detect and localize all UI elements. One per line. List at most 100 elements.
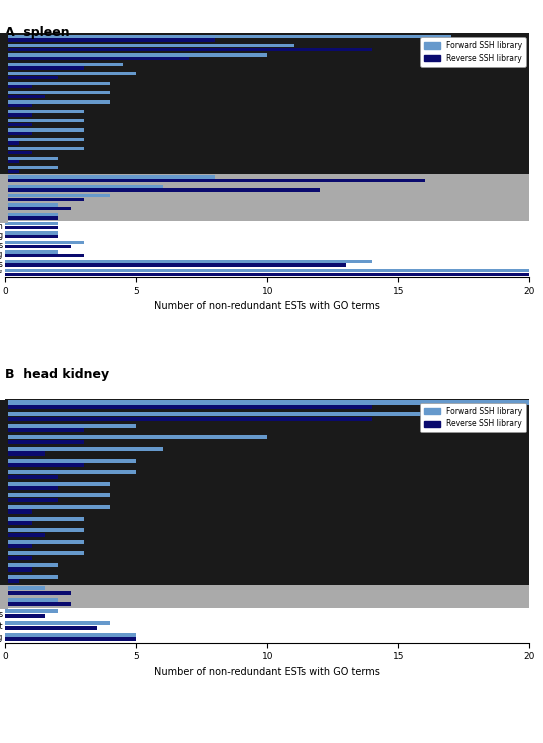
Bar: [5, 603, 71, 606]
Bar: [5, 504, 529, 515]
Bar: [5, 447, 163, 451]
Bar: [5, 129, 84, 132]
Text: B  head kidney: B head kidney: [5, 368, 110, 380]
Bar: [5, 66, 84, 70]
Bar: [5, 104, 31, 107]
Bar: [5, 498, 58, 502]
Bar: [5, 232, 58, 235]
Bar: [5, 259, 372, 263]
Bar: [5, 44, 294, 48]
Bar: [5, 585, 529, 597]
Bar: [5, 132, 31, 135]
Bar: [5, 35, 451, 38]
Bar: [5, 637, 136, 641]
Bar: [5, 515, 529, 527]
Bar: [5, 230, 529, 240]
Bar: [5, 166, 58, 169]
Bar: [5, 545, 31, 548]
Text: ESTs more abundant
in the  forward library⁴: ESTs more abundant in the forward librar…: [14, 673, 113, 693]
Bar: [5, 528, 84, 532]
Bar: [5, 505, 110, 509]
Bar: [5, 174, 529, 184]
Bar: [5, 90, 529, 99]
Bar: [5, 198, 84, 201]
Bar: [5, 192, 529, 202]
Bar: [5, 452, 45, 455]
Bar: [5, 458, 136, 463]
Bar: [5, 598, 58, 602]
Bar: [5, 586, 45, 590]
Bar: [5, 469, 529, 480]
Bar: [5, 259, 529, 267]
Bar: [5, 273, 529, 276]
Bar: [5, 563, 58, 567]
Bar: [5, 53, 268, 56]
Bar: [5, 108, 529, 118]
Bar: [5, 573, 529, 585]
Bar: [5, 212, 58, 216]
Bar: [5, 263, 346, 267]
Bar: [5, 411, 529, 422]
Bar: [5, 527, 529, 538]
Bar: [5, 204, 58, 207]
Bar: [5, 169, 18, 173]
Bar: [5, 62, 123, 66]
Bar: [5, 405, 372, 409]
Bar: [5, 222, 58, 225]
Bar: [5, 221, 529, 230]
Bar: [5, 538, 529, 550]
Bar: [5, 137, 529, 146]
Bar: [5, 207, 71, 210]
Bar: [5, 579, 18, 583]
Bar: [5, 475, 58, 478]
Bar: [5, 94, 45, 98]
Bar: [5, 412, 477, 416]
Bar: [5, 562, 529, 573]
Bar: [5, 267, 529, 277]
Bar: [5, 550, 529, 562]
Bar: [5, 510, 31, 513]
Bar: [5, 631, 529, 643]
Bar: [5, 127, 529, 137]
Bar: [5, 492, 529, 504]
X-axis label: Number of non-redundant ESTs with GO terms: Number of non-redundant ESTs with GO ter…: [155, 302, 380, 311]
Bar: [5, 52, 529, 62]
Bar: [5, 146, 529, 155]
Text: A  spleen: A spleen: [5, 26, 70, 39]
Bar: [5, 551, 84, 556]
Bar: [5, 226, 58, 229]
Bar: [5, 43, 529, 52]
Legend: Forward SSH library, Reverse SSH library: Forward SSH library, Reverse SSH library: [420, 37, 526, 67]
Bar: [5, 179, 425, 182]
Bar: [5, 521, 31, 525]
Bar: [5, 151, 31, 154]
Bar: [5, 440, 84, 444]
Bar: [5, 249, 529, 259]
Bar: [5, 493, 110, 497]
Bar: [5, 269, 529, 272]
Bar: [5, 39, 215, 42]
Bar: [5, 422, 529, 434]
Bar: [5, 72, 136, 76]
Bar: [5, 100, 110, 103]
Bar: [5, 428, 84, 432]
Bar: [5, 591, 71, 594]
Bar: [5, 118, 529, 127]
Bar: [5, 71, 529, 80]
Bar: [5, 160, 18, 163]
Bar: [5, 574, 58, 579]
Bar: [5, 434, 529, 445]
Bar: [5, 194, 110, 198]
Bar: [5, 62, 529, 71]
Text: ESTs more abundant: ESTs more abundant: [14, 718, 103, 727]
Bar: [5, 399, 529, 411]
Bar: [5, 597, 529, 608]
Bar: [5, 155, 529, 165]
Bar: [5, 123, 31, 126]
Bar: [5, 212, 529, 221]
Bar: [5, 137, 84, 141]
Bar: [5, 33, 529, 43]
Bar: [5, 99, 529, 108]
Bar: [5, 481, 110, 486]
Bar: [5, 241, 84, 244]
